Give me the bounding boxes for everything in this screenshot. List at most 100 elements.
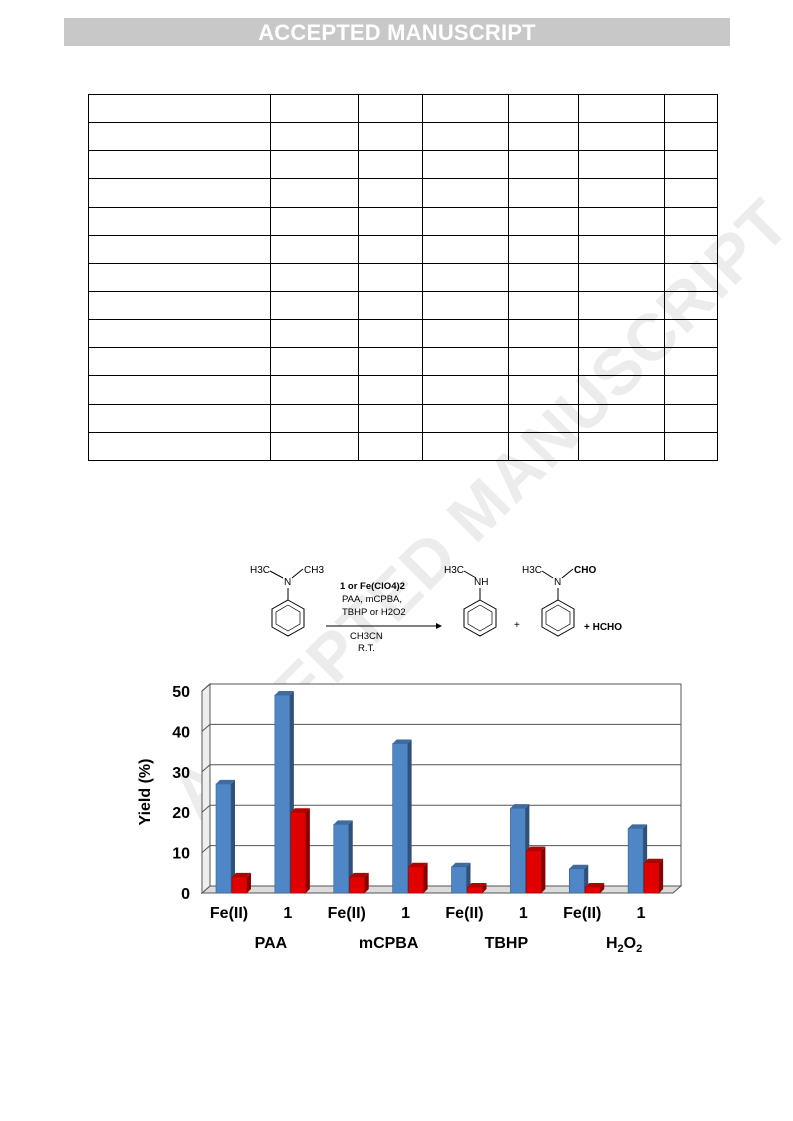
table-cell xyxy=(270,375,359,405)
x-tick-label: Fe(II) xyxy=(445,905,483,922)
bar-top xyxy=(232,872,251,877)
table-cell xyxy=(270,122,359,152)
reagent-oxidants-2: TBHP or H2O2 xyxy=(342,607,406,618)
x-tick-label: 1 xyxy=(401,905,410,922)
table-cell xyxy=(358,375,423,405)
product-methylaniline: H3C NH xyxy=(444,565,497,637)
table-cell xyxy=(358,93,423,124)
table-row xyxy=(88,178,718,208)
table-cell xyxy=(88,122,271,152)
bar xyxy=(408,866,424,894)
table-row xyxy=(88,403,718,433)
table-cell xyxy=(270,93,359,124)
table-row xyxy=(88,262,718,292)
product2-methyl: H3C xyxy=(522,565,542,576)
table-row xyxy=(88,206,718,236)
bar xyxy=(467,886,483,894)
product1-nh: NH xyxy=(474,577,488,588)
table-cell xyxy=(508,319,579,349)
table-cell xyxy=(664,150,718,180)
table-cell xyxy=(270,206,359,236)
reaction-scheme: H3C CH3 N 1 or Fe(ClO4)2 PAA, mCPBA, TBH… xyxy=(250,565,622,654)
bar xyxy=(451,866,467,894)
x-tick-label: Fe(II) xyxy=(210,905,248,922)
x-tick-label: 1 xyxy=(637,905,646,922)
table-cell xyxy=(664,93,718,124)
bar-side xyxy=(407,739,412,893)
table-cell xyxy=(422,122,509,152)
bar-top xyxy=(467,882,487,887)
table-cell xyxy=(88,290,271,321)
table-cell xyxy=(358,178,423,208)
table-cell xyxy=(270,234,359,264)
y-tick-label: 50 xyxy=(172,684,190,701)
table-cell xyxy=(508,403,579,433)
bar xyxy=(510,807,526,894)
table-cell xyxy=(664,290,718,321)
table-cell xyxy=(508,375,579,405)
table-cell xyxy=(422,178,509,208)
plus-sign: + xyxy=(514,620,520,631)
table-cell xyxy=(88,234,271,264)
table-cell xyxy=(422,431,509,462)
table-cell xyxy=(508,290,579,321)
table-cell xyxy=(664,431,718,462)
bar-top xyxy=(349,872,369,877)
table-cell xyxy=(358,347,423,377)
table-cell xyxy=(508,93,579,124)
table-cell xyxy=(270,431,359,462)
y-tick-label: 20 xyxy=(172,805,190,822)
temperature-label: R.T. xyxy=(358,643,375,654)
table-cell xyxy=(88,403,271,433)
table-cell xyxy=(270,262,359,292)
product2-formyl: CHO xyxy=(574,565,596,576)
bar xyxy=(627,828,644,894)
table-cell xyxy=(422,206,509,236)
bar-side xyxy=(423,862,428,893)
group-label: mCPBA xyxy=(359,935,419,952)
formaldehyde-byproduct: + HCHO xyxy=(584,622,622,633)
table-cell xyxy=(664,319,718,349)
table-cell xyxy=(578,150,665,180)
table-cell xyxy=(422,93,509,124)
table-cell xyxy=(88,150,271,180)
y-tick-label: 10 xyxy=(172,846,190,863)
table-cell xyxy=(358,206,423,236)
bar xyxy=(349,876,366,894)
table-row xyxy=(88,290,718,321)
table-cell xyxy=(578,122,665,152)
table-cell xyxy=(508,206,579,236)
reagent-oxidants: PAA, mCPBA, xyxy=(342,594,402,605)
table-cell xyxy=(422,403,509,433)
table-cell xyxy=(358,262,423,292)
table-cell xyxy=(270,403,359,433)
gridline-diagonal xyxy=(201,804,211,813)
bar-top xyxy=(585,882,605,887)
reactant-methyl-right: CH3 xyxy=(304,565,324,576)
table-cell xyxy=(578,375,665,405)
table-cell xyxy=(422,375,509,405)
table-cell xyxy=(578,319,665,349)
table-row xyxy=(88,122,718,152)
bar xyxy=(392,743,408,894)
gridline-diagonal xyxy=(201,724,211,732)
table-cell xyxy=(578,93,665,124)
table-cell xyxy=(358,431,423,462)
bar-top xyxy=(569,864,589,869)
bar-top xyxy=(274,691,294,696)
group-label: H2O2 xyxy=(606,935,642,955)
table-row xyxy=(88,375,718,405)
table-cell xyxy=(578,431,665,462)
plot-floor xyxy=(200,885,683,894)
table-cell xyxy=(270,150,359,180)
table-cell xyxy=(88,93,271,124)
table-cell xyxy=(88,431,271,462)
bar-side xyxy=(247,872,251,893)
table-cell xyxy=(508,178,579,208)
bar-side xyxy=(231,779,235,893)
table-cell xyxy=(422,347,509,377)
group-label: TBHP xyxy=(485,935,529,952)
bar-top xyxy=(510,804,530,809)
table-cell xyxy=(422,150,509,180)
bar-top xyxy=(392,739,412,744)
